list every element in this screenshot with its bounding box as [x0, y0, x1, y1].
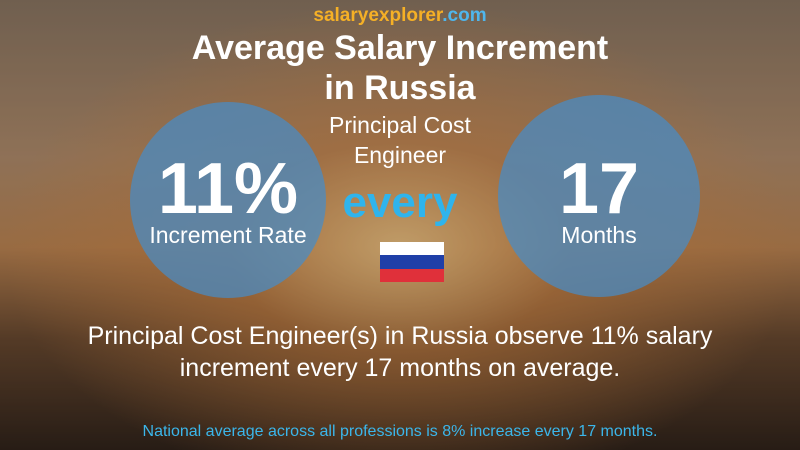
- flag-stripe: [380, 242, 444, 256]
- logo-part: salary: [313, 5, 369, 26]
- logo-part: explorer: [368, 5, 443, 26]
- left-circle: [130, 102, 326, 298]
- subtitle: Principal Cost Engineer: [0, 110, 800, 170]
- subtitle-line: Engineer: [353, 142, 447, 168]
- flag-stripe: [380, 269, 444, 282]
- right-circle: [498, 95, 700, 297]
- title-line: in Russia: [324, 69, 476, 107]
- description: Principal Cost Engineer(s) in Russia obs…: [0, 320, 800, 384]
- description-line: increment every 17 months on average.: [179, 354, 621, 382]
- description-line: Principal Cost Engineer(s) in Russia obs…: [87, 322, 713, 350]
- title-line: Average Salary Increment: [191, 29, 609, 67]
- months-label: Months: [561, 222, 637, 248]
- months-value: 17: [558, 149, 640, 229]
- logo-part: .com: [442, 5, 487, 26]
- every-word: every: [342, 178, 458, 227]
- increment-label: Increment Rate: [149, 222, 307, 248]
- increment-value: 11%: [157, 149, 299, 229]
- subtitle-line: Principal Cost: [329, 112, 471, 138]
- footer-note: National average across all professions …: [142, 423, 658, 440]
- flag-stripe: [380, 255, 444, 269]
- title: Average Salary Increment in Russia: [0, 28, 800, 108]
- logo: salaryexplorer.com: [0, 5, 800, 27]
- russia-flag: [380, 242, 444, 282]
